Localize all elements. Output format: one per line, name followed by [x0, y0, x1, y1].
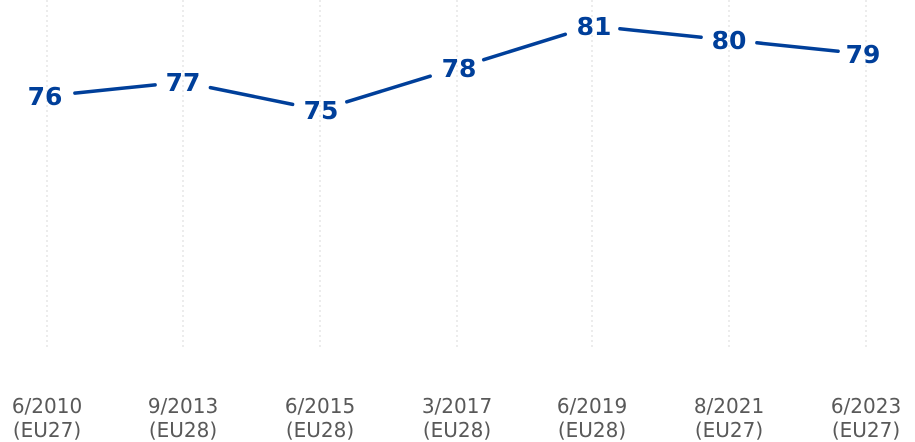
data-label: 80 [712, 26, 747, 55]
x-tick-label-group: (EU28) [558, 418, 626, 442]
gridlines [46, 0, 867, 350]
data-label: 79 [846, 40, 881, 69]
x-tick-label-group: (EU27) [13, 418, 81, 442]
x-tick-label-date: 6/2010 [12, 394, 82, 418]
x-tick-label-date: 6/2019 [557, 394, 627, 418]
x-tick-label-group: (EU27) [695, 418, 763, 442]
data-label: 81 [577, 12, 612, 41]
data-labels: 76 77 75 78 81 80 79 [28, 12, 881, 125]
x-tick-label-date: 6/2023 [831, 394, 901, 418]
x-tick-label-date: 3/2017 [422, 394, 492, 418]
x-axis-tick-labels: 6/2010(EU27)9/2013(EU28)6/2015(EU28)3/20… [12, 394, 901, 442]
data-label: 75 [304, 96, 339, 125]
x-tick-label-date: 9/2013 [148, 394, 218, 418]
x-tick-label-date: 6/2015 [285, 394, 355, 418]
data-label: 77 [166, 68, 201, 97]
series-line [73, 27, 840, 107]
x-tick-label-date: 8/2021 [694, 394, 764, 418]
x-tick-label-group: (EU28) [286, 418, 354, 442]
data-label: 78 [442, 54, 477, 83]
data-label: 76 [28, 82, 63, 111]
x-tick-label-group: (EU27) [832, 418, 900, 442]
x-tick-label-group: (EU28) [149, 418, 217, 442]
x-tick-label-group: (EU28) [423, 418, 491, 442]
